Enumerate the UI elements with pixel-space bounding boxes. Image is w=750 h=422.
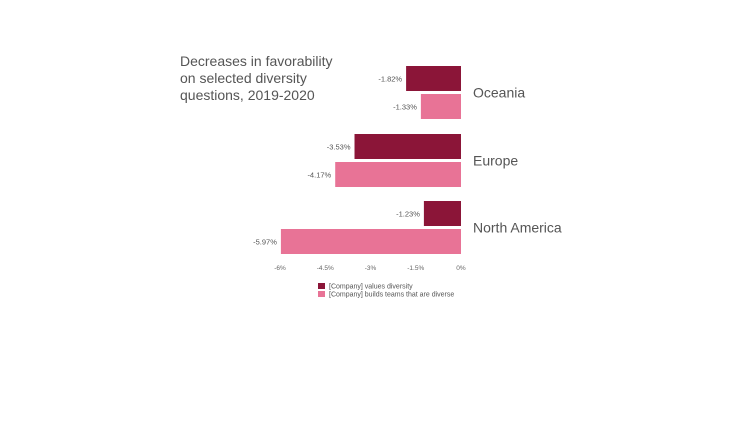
x-tick-label: -3%	[365, 265, 377, 272]
legend-swatch	[318, 291, 325, 297]
chart-title: Decreases in favorability on selected di…	[180, 53, 333, 103]
x-tick-label: 0%	[456, 265, 466, 272]
bar-oceania-s1	[406, 66, 461, 91]
bar-north-america-s1	[423, 201, 461, 226]
category-label: North America	[473, 220, 562, 236]
bar-north-america-s2	[280, 229, 461, 254]
legend-swatch	[318, 283, 325, 289]
bar-europe-s2	[335, 162, 461, 187]
data-label: -5.97%	[253, 238, 277, 247]
data-label: -3.53%	[327, 143, 351, 152]
data-label: -4.17%	[307, 171, 331, 180]
x-tick-label: -1.5%	[407, 265, 424, 272]
x-tick-label: -4.5%	[317, 265, 334, 272]
x-tick-label: -6%	[274, 265, 286, 272]
data-label: -1.23%	[396, 210, 420, 219]
legend-label: [Company] values diversity	[329, 284, 413, 291]
bar-europe-s1	[354, 134, 461, 159]
data-label: -1.33%	[393, 103, 417, 112]
bar-oceania-s2	[420, 94, 461, 119]
data-label: -1.82%	[378, 75, 402, 84]
legend-label: [Company] builds teams that are diverse	[329, 292, 454, 299]
category-label: Oceania	[473, 85, 525, 101]
category-label: Europe	[473, 153, 518, 169]
